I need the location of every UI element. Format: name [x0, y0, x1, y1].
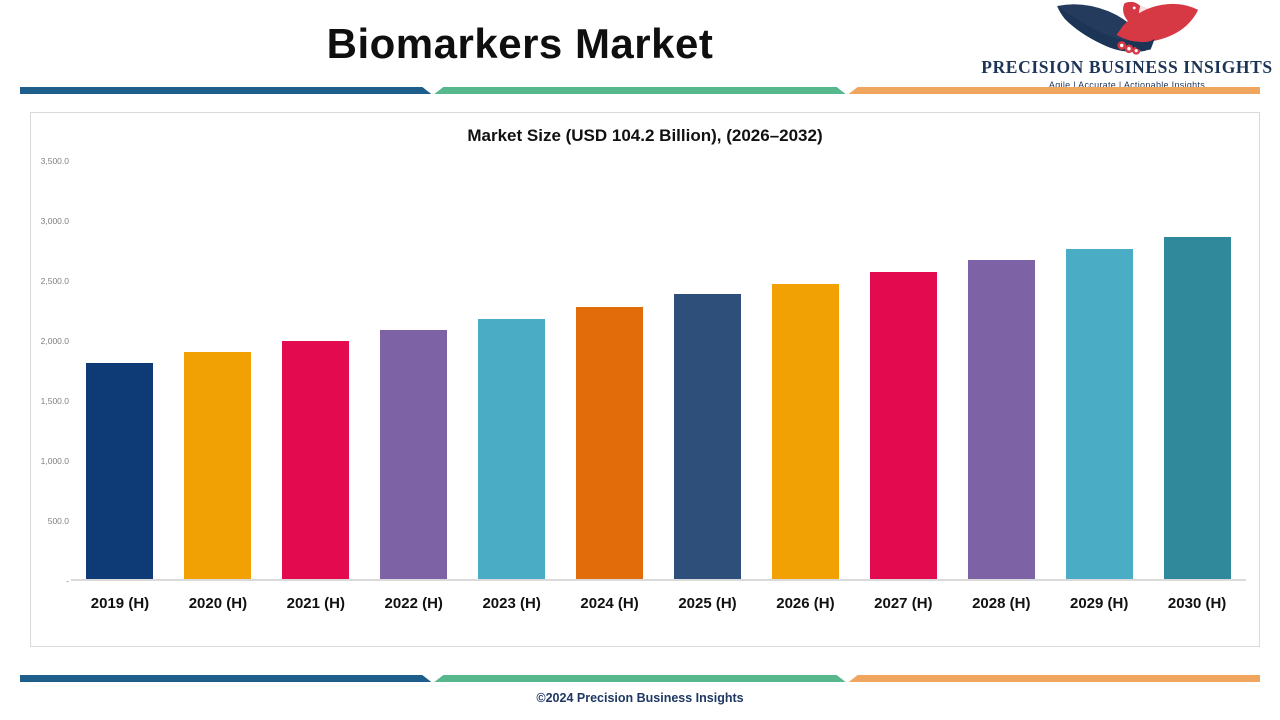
y-tick: 500.0 — [47, 516, 69, 526]
y-tick: 2,500.0 — [40, 276, 69, 286]
footer-divider — [20, 675, 1260, 682]
x-axis-label: 2025 (H) — [678, 595, 737, 612]
bar-2027 — [869, 271, 937, 579]
y-axis: 3,500.0 3,000.0 2,500.0 2,000.0 1,500.0 1,000… — [39, 156, 69, 586]
bar-2023 — [478, 318, 546, 579]
x-axis-label: 2026 (H) — [776, 595, 835, 612]
divider-segment-green — [434, 87, 845, 94]
x-axis-label: 2030 (H) — [1167, 595, 1227, 612]
company-logo: PRECISION BUSINESS INSIGHTS Agile | Accu… — [981, 2, 1273, 90]
bar-column — [756, 161, 854, 579]
y-tick: 1,500.0 — [40, 396, 69, 406]
chart-title: Market Size (USD 104.2 Billion), (2026–2… — [467, 126, 823, 145]
bar-column — [267, 161, 365, 579]
bar-2024 — [576, 306, 644, 579]
bar-2029 — [1065, 249, 1133, 579]
copyright-text: ©2024 Precision Business Insights — [536, 691, 744, 705]
bars — [71, 161, 1246, 581]
divider-segment-orange — [848, 87, 1260, 94]
bar-2022 — [380, 330, 448, 579]
bar-2019 — [86, 363, 154, 579]
bar-2026 — [771, 283, 839, 579]
divider-segment-orange — [848, 675, 1260, 682]
y-tick: 3,500.0 — [40, 156, 69, 166]
bar-column — [1148, 161, 1246, 579]
brand-tagline: Agile | Accurate | Actionable Insights — [1048, 80, 1206, 90]
bar-2021 — [282, 341, 350, 579]
bar-2028 — [967, 259, 1035, 579]
bar-column — [169, 161, 267, 579]
bar-column — [1050, 161, 1148, 579]
x-axis-label: 2022 (H) — [384, 595, 443, 612]
divider-segment-green — [434, 675, 845, 682]
divider-segment-blue — [20, 675, 431, 682]
y-tick: 2,000.0 — [40, 336, 69, 346]
bar-column — [854, 161, 952, 579]
bar-column — [71, 161, 169, 579]
x-axis-label: 2029 (H) — [1070, 595, 1129, 612]
x-axis-label: 2021 (H) — [286, 595, 345, 612]
bar-column — [463, 161, 561, 579]
bar-2025 — [673, 294, 741, 579]
y-tick: 3,000.0 — [40, 216, 69, 226]
bar-column — [659, 161, 757, 579]
y-tick: - — [66, 576, 69, 586]
x-axis-label: 2020 (H) — [188, 595, 248, 612]
page-title: Biomarkers Market — [326, 20, 714, 67]
bar-2030 — [1163, 237, 1231, 579]
y-tick: 1,000.0 — [40, 456, 69, 466]
x-axis-label: 2028 (H) — [972, 595, 1031, 612]
bar-column — [365, 161, 463, 579]
bar-column — [952, 161, 1050, 579]
header-divider — [20, 87, 1260, 94]
x-axis-label: 2019 (H) — [90, 595, 150, 612]
bar-column — [561, 161, 659, 579]
bar-2020 — [184, 352, 252, 579]
eagle-icon — [1047, 2, 1207, 56]
divider-segment-blue — [20, 87, 431, 94]
brand-name: PRECISION BUSINESS INSIGHTS — [981, 57, 1273, 77]
x-labels: 2019 (H) 2020 (H) 2021 (H) 2022 (H) 2023 (H)… — [71, 595, 1246, 612]
x-axis-label: 2024 (H) — [580, 595, 639, 612]
chart-card: Market Size (USD 104.2 Billion), (2026–2… — [30, 112, 1260, 647]
x-axis-label: 2023 (H) — [482, 595, 541, 612]
x-axis-label: 2027 (H) — [874, 595, 933, 612]
